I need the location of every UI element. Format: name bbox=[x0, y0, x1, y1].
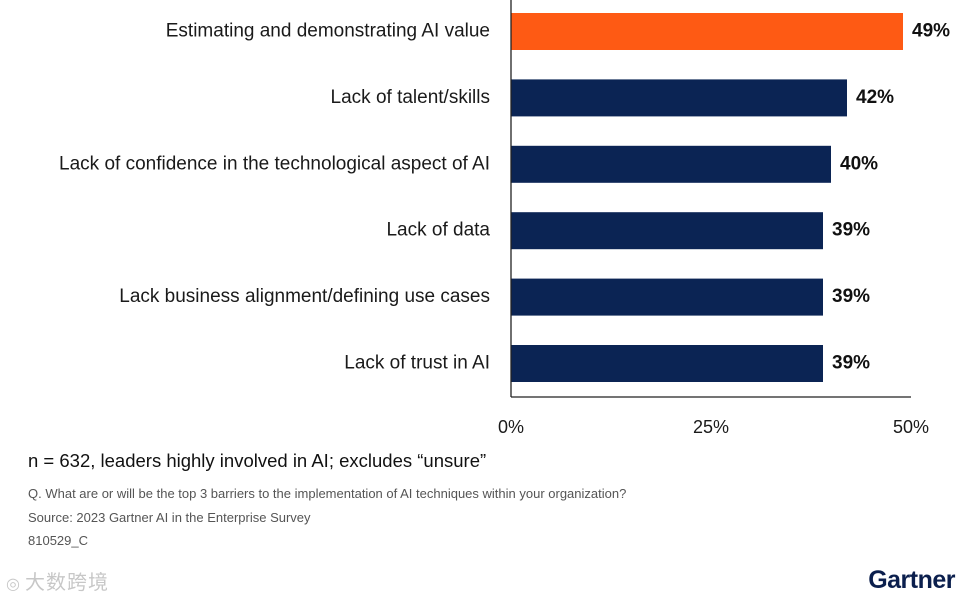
x-tick-label: 0% bbox=[498, 417, 524, 437]
bar bbox=[511, 13, 903, 50]
category-label: Lack of data bbox=[386, 220, 490, 241]
bar bbox=[511, 212, 823, 250]
figure-code: 810529_C bbox=[28, 533, 88, 548]
bar bbox=[511, 278, 823, 316]
watermark-text: 大数跨境 bbox=[24, 572, 109, 594]
source-note: Source: 2023 Gartner AI in the Enterpris… bbox=[28, 510, 311, 525]
bar bbox=[511, 145, 831, 183]
category-label: Estimating and demonstrating AI value bbox=[166, 21, 490, 42]
gartner-logo: Gartner bbox=[868, 566, 955, 594]
bar bbox=[511, 345, 823, 382]
category-label: Lack of talent/skills bbox=[331, 87, 490, 108]
category-label: Lack of confidence in the technological … bbox=[59, 153, 490, 174]
watermark: ◎ 大数跨境 bbox=[6, 566, 109, 595]
bar bbox=[511, 79, 847, 117]
sample-note: n = 632, leaders highly involved in AI; … bbox=[28, 450, 487, 471]
value-label: 40% bbox=[840, 153, 878, 174]
value-label: 39% bbox=[832, 286, 870, 307]
value-label: 49% bbox=[912, 21, 950, 42]
x-tick-label: 50% bbox=[893, 417, 929, 437]
survey-question: Q. What are or will be the top 3 barrier… bbox=[28, 486, 627, 501]
category-label: Lack of trust in AI bbox=[344, 353, 490, 374]
category-label: Lack business alignment/defining use cas… bbox=[119, 286, 490, 307]
value-label: 42% bbox=[856, 87, 894, 108]
value-label: 39% bbox=[832, 220, 870, 241]
x-tick-label: 25% bbox=[693, 417, 729, 437]
watermark-logo-icon: ◎ bbox=[6, 576, 21, 593]
value-label: 39% bbox=[832, 353, 870, 374]
bar-chart: Estimating and demonstrating AI value 49%… bbox=[59, 0, 950, 437]
